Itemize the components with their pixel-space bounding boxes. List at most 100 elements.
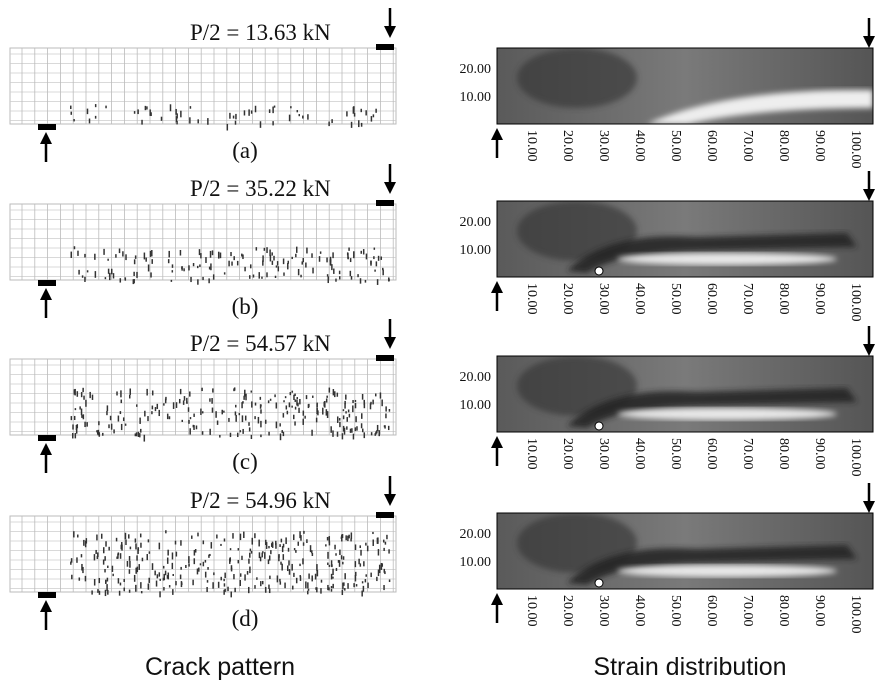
crack (244, 266, 246, 272)
crack (112, 573, 114, 577)
crack (107, 589, 109, 595)
crack (312, 395, 314, 398)
crack (311, 552, 314, 557)
crack (109, 277, 111, 281)
crack (110, 268, 113, 275)
crack (342, 409, 345, 412)
crack (201, 411, 204, 414)
crack (94, 115, 97, 119)
arrow-head (863, 36, 875, 48)
crack (148, 577, 150, 583)
crack (76, 557, 78, 563)
crack (147, 264, 150, 272)
crack (291, 390, 294, 393)
crack (129, 560, 131, 568)
crack (317, 410, 319, 416)
crack (146, 388, 148, 396)
crack (201, 387, 203, 392)
crack (342, 425, 345, 432)
arrow-head (863, 344, 875, 356)
crack (339, 549, 341, 555)
crack (116, 391, 118, 396)
crack (228, 417, 230, 422)
crack (155, 580, 158, 587)
crack (249, 264, 252, 269)
crack (189, 428, 191, 435)
crack (154, 407, 157, 412)
crack (249, 566, 251, 574)
crack (183, 268, 185, 272)
crack (275, 265, 278, 268)
crack (322, 407, 324, 415)
x-tick-label: 90.00 (812, 595, 827, 627)
crack (208, 266, 211, 270)
crack (383, 568, 386, 573)
crack (135, 543, 137, 550)
crack (352, 405, 354, 413)
crack (121, 542, 123, 549)
panel-label: (d) (232, 606, 259, 631)
crack (134, 538, 137, 543)
crack (305, 581, 307, 589)
crack (83, 395, 85, 400)
crack (326, 536, 329, 541)
crack (100, 533, 103, 539)
crack (332, 430, 334, 437)
crack (348, 534, 350, 539)
crack (70, 251, 73, 258)
crack (301, 261, 303, 265)
crack (272, 121, 274, 126)
crack (176, 120, 178, 125)
crack (244, 415, 247, 421)
crack (70, 105, 72, 110)
crack (332, 576, 334, 579)
crack (262, 551, 264, 554)
strain-dark (517, 356, 637, 416)
crack (233, 574, 235, 580)
beam (9, 203, 397, 281)
crack (191, 535, 193, 539)
crack (358, 120, 360, 128)
arrow-head (863, 189, 875, 201)
crack (108, 546, 110, 551)
crack (180, 581, 183, 588)
crack (229, 548, 232, 551)
crack (105, 579, 107, 584)
crack (264, 586, 267, 593)
crack (329, 256, 332, 262)
crack (344, 400, 346, 405)
crack (295, 549, 297, 553)
crack (188, 265, 190, 271)
crack (259, 396, 262, 400)
crack (141, 557, 144, 562)
crack (115, 537, 118, 542)
crack (156, 574, 159, 579)
caption-left: Crack pattern (145, 653, 295, 681)
crack (347, 253, 349, 259)
crack (338, 418, 341, 421)
crack (189, 417, 192, 420)
crack (196, 568, 199, 575)
x-tick-label: 40.00 (632, 283, 647, 315)
crack (175, 108, 177, 115)
crack (348, 413, 351, 418)
caption-right: Strain distribution (593, 653, 786, 681)
crack (250, 110, 253, 114)
crack (239, 533, 242, 541)
crack (232, 115, 235, 119)
crack (248, 427, 251, 432)
x-tick-label: 80.00 (776, 595, 791, 627)
crack (349, 258, 352, 263)
crack (249, 552, 251, 558)
crack (236, 260, 239, 266)
crack (346, 417, 348, 422)
crack (135, 584, 137, 592)
crack (159, 578, 161, 581)
crack (282, 431, 285, 437)
crack (336, 416, 339, 423)
crack (136, 404, 138, 407)
crack (299, 576, 302, 581)
crack (172, 573, 174, 577)
crack (338, 270, 341, 275)
strain-dark-band (567, 545, 857, 585)
